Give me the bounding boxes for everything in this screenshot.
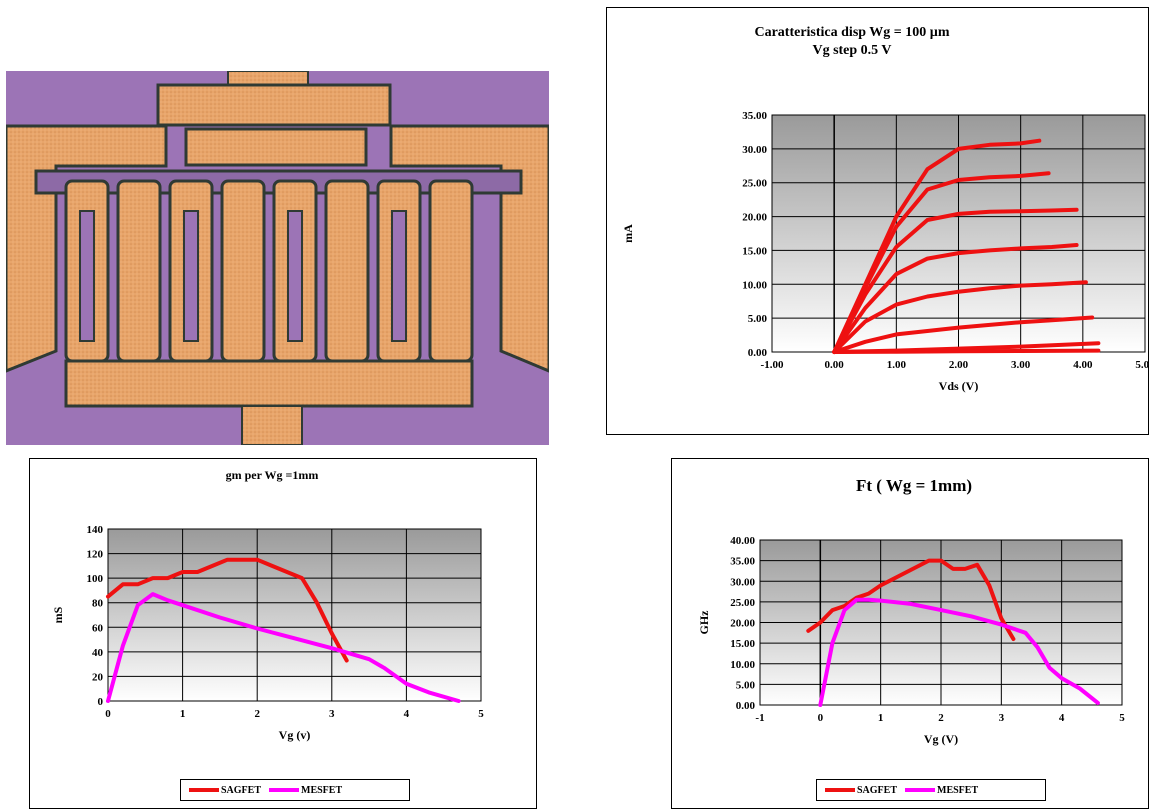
y-tick-label: 35.00 — [742, 110, 767, 122]
ids-vds-plot: 0.00 5.00 10.00 15.00 20.00 25.00 30.00 35.00 -1… — [621, 25, 1149, 393]
series-line-4 — [832, 280, 1088, 354]
series-line-3 — [832, 243, 1079, 354]
series-line-sagfet — [106, 557, 349, 663]
y-tick-label: 35.00 — [730, 556, 755, 568]
series-line-2 — [832, 207, 1079, 354]
series-line-7 — [832, 348, 1101, 354]
x-tick-label: 2.00 — [949, 359, 969, 371]
y-tick-label: 5.00 — [748, 313, 768, 325]
x-tick-label: 3 — [329, 708, 335, 720]
x-tick-label: 4 — [1059, 712, 1065, 724]
y-tick-label: 30.00 — [742, 144, 767, 156]
x-tick-label: 1 — [180, 708, 186, 720]
y-tick-label: 0.00 — [736, 700, 756, 712]
y-tick-label: 25.00 — [730, 597, 755, 609]
y-tick-label: 15.00 — [730, 638, 755, 650]
legend-item-sagfet: SAGFET — [825, 785, 897, 796]
y-tick-label: 40 — [92, 647, 104, 659]
gm-plot: 0 20 40 60 80 100 120 140 0 1 2 3 4 5 gm per Wg =1mm Vg… — [51, 468, 484, 742]
x-tick-label: 2 — [938, 712, 944, 724]
y-tick-label: 0 — [98, 696, 104, 708]
x-axis-label: Vds (V) — [939, 379, 979, 393]
y-tick-label: 0.00 — [748, 347, 768, 359]
y-tick-label: 40.00 — [730, 535, 755, 547]
y-tick-label: 10.00 — [742, 279, 767, 291]
plot-area — [107, 528, 482, 702]
x-tick-label: 3 — [999, 712, 1005, 724]
legend-item-mesfet: MESFET — [269, 785, 342, 796]
y-tick-label: 5.00 — [736, 679, 756, 691]
chart-title: Caratteristica disp Wg = 100 µm — [754, 25, 949, 40]
chart-title: Ft ( Wg = 1mm) — [856, 476, 972, 495]
y-tick-label: 60 — [92, 622, 104, 634]
y-axis-label: mA — [621, 224, 635, 243]
legend-label-mesfet: MESFET — [301, 784, 343, 796]
y-tick-label: 20.00 — [730, 618, 755, 630]
x-tick-label: 1.00 — [887, 359, 907, 371]
y-tick-label: 20.00 — [742, 212, 767, 224]
x-tick-label: 0 — [818, 712, 824, 724]
gm-chart: 0 20 40 60 80 100 120 140 0 1 2 3 4 5 gm per Wg =1mm Vg… — [29, 458, 537, 809]
legend-label-sagfet: SAGFET — [857, 784, 898, 796]
y-tick-label: 15.00 — [742, 245, 767, 257]
ft-legend: SAGFET MESFET — [816, 779, 1046, 801]
x-tick-label: 5 — [478, 708, 484, 720]
fet-micrograph — [6, 71, 549, 445]
y-tick-label: 30.00 — [730, 576, 755, 588]
ft-plot: 0.005.0010.0015.0020.0025.0030.0035.0040… — [697, 476, 1125, 746]
x-tick-label: 3.00 — [1011, 359, 1031, 371]
x-tick-label: 5 — [1119, 712, 1125, 724]
legend-label-mesfet: MESFET — [937, 784, 979, 796]
y-tick-label: 100 — [87, 573, 104, 585]
y-tick-label: 20 — [92, 671, 104, 683]
y-tick-label: 25.00 — [742, 178, 767, 190]
series-line-1 — [832, 171, 1051, 354]
series-line-mesfet — [106, 592, 461, 703]
x-tick-label: 0.00 — [825, 359, 845, 371]
chart-title: gm per Wg =1mm — [226, 468, 319, 482]
y-tick-label: 10.00 — [730, 659, 755, 671]
x-tick-label: 4.00 — [1073, 359, 1093, 371]
x-tick-label: 0 — [105, 708, 111, 720]
y-tick-label: 120 — [87, 549, 104, 561]
series-line-5 — [832, 315, 1095, 354]
gm-legend: SAGFET MESFET — [180, 779, 410, 801]
legend-item-sagfet: SAGFET — [189, 785, 261, 796]
y-tick-label: 80 — [92, 598, 104, 610]
ft-chart: 0.00 5.00 10.00 15.00 20.00 25.00 30.00 35.00 40… — [671, 458, 1149, 809]
x-tick-label: -1.00 — [761, 359, 784, 371]
y-axis-label: GHz — [697, 610, 711, 635]
y-axis-label: mS — [51, 606, 65, 623]
x-tick-label: 4 — [404, 708, 410, 720]
y-tick-label: 140 — [87, 524, 104, 536]
x-tick-label: 5.00 — [1135, 359, 1149, 371]
chart-subtitle: Vg step 0.5 V — [812, 43, 891, 58]
series-line-mesfet — [818, 597, 1100, 707]
legend-label-sagfet: SAGFET — [221, 784, 262, 796]
series-line-sagfet — [806, 558, 1016, 641]
x-axis-label: Vg (v) — [279, 728, 311, 742]
x-tick-label: 1 — [878, 712, 884, 724]
legend-item-mesfet: MESFET — [905, 785, 978, 796]
x-tick-label: 2 — [254, 708, 260, 720]
series-line-0 — [832, 138, 1042, 354]
ids-vds-chart: 0.00 5.00 10.00 15.00 20.00 25.00 30.00 35.00 -1… — [606, 7, 1149, 435]
x-axis-label: Vg (V) — [924, 732, 958, 746]
x-tick-label: -1 — [755, 712, 764, 724]
